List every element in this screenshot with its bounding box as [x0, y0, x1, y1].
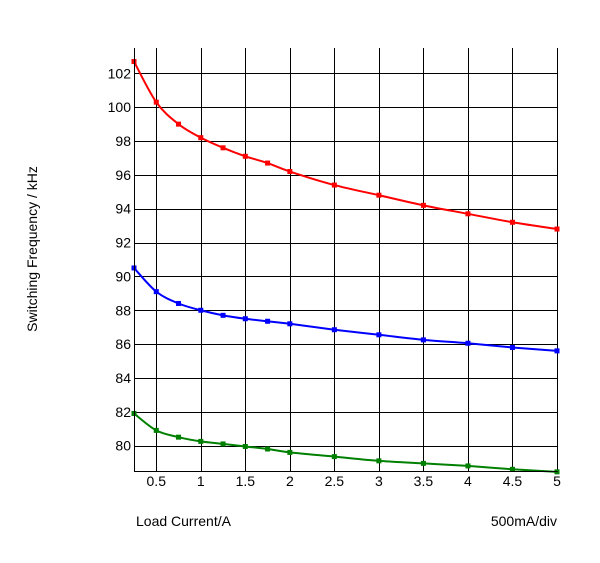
y-tick-label-7: 94: [115, 201, 131, 217]
tick-labels: 0.5 1 1.5 2 2.5 3 3.5 4 4.5 5 80 82 84 86 88 90 92 94 96 98…: [108, 65, 561, 489]
series-1-point-4: [220, 312, 226, 318]
y-tick-label-11: 102: [108, 65, 132, 81]
x-tick-label-1: 1: [197, 473, 205, 489]
x-axis-label: Load Current/A: [136, 513, 232, 529]
series-1-point-9: [376, 332, 382, 338]
x-tick-label-4: 2.5: [325, 473, 345, 489]
series-0-point-1: [153, 99, 159, 105]
y-tick-label-0: 80: [115, 438, 131, 454]
series-1-point-2: [176, 300, 182, 306]
series-1-point-1: [153, 289, 159, 295]
series-1-point-12: [509, 344, 515, 350]
series-2-point-12: [509, 466, 515, 472]
series-2-point-8: [331, 454, 337, 460]
series-2-point-10: [420, 460, 426, 466]
x-tick-label-5: 3: [375, 473, 383, 489]
x-tick-label-2: 1.5: [236, 473, 256, 489]
series-0-point-6: [265, 160, 271, 166]
series-1-point-7: [287, 321, 293, 327]
series-0-point-2: [176, 121, 182, 127]
series-line-0: [133, 61, 558, 231]
grid-layer: [134, 48, 558, 471]
y-tick-label-9: 98: [115, 133, 131, 149]
series-2-point-3: [198, 438, 204, 444]
plot-frame: [134, 48, 558, 472]
x-tick-label-8: 4.5: [503, 473, 523, 489]
x-tick-label-9: 5: [553, 473, 561, 489]
series-0-point-13: [554, 226, 560, 232]
series-2-point-7: [287, 449, 293, 455]
series-1-point-5: [242, 316, 248, 322]
x-tick-label-7: 4: [464, 473, 472, 489]
series-0-point-9: [376, 192, 382, 198]
y-tick-label-3: 86: [115, 336, 131, 352]
y-tick-label-10: 100: [108, 99, 132, 115]
series-0-point-5: [242, 153, 248, 159]
y-tick-label-5: 90: [115, 268, 131, 284]
series-0-point-8: [331, 182, 337, 188]
x-tick-label-3: 2: [286, 473, 294, 489]
series-2-point-2: [176, 434, 182, 440]
series-0-point-7: [287, 169, 293, 175]
series-1-point-13: [554, 348, 560, 354]
series-0-point-11: [465, 211, 471, 217]
series-1-point-8: [331, 327, 337, 333]
y-tick-label-1: 82: [115, 404, 131, 420]
series-line-1: [133, 267, 558, 352]
series-0-point-10: [420, 202, 426, 208]
series-1-point-10: [420, 337, 426, 343]
series-1-point-11: [465, 340, 471, 346]
y-tick-label-4: 88: [115, 302, 131, 318]
series-2-point-6: [265, 446, 271, 452]
y-tick-label-8: 96: [115, 167, 131, 183]
y-axis-label: Switching Frequency / kHz: [24, 166, 40, 332]
x-tick-label-6: 3.5: [414, 473, 434, 489]
scale-note: 500mA/div: [491, 513, 557, 529]
y-tick-label-6: 92: [115, 235, 131, 251]
series-1-point-6: [265, 318, 271, 324]
series-2-point-1: [153, 427, 159, 433]
series-line-2: [133, 412, 558, 473]
series-0-point-12: [509, 219, 515, 225]
series-0-point-4: [220, 145, 226, 151]
series-2-point-5: [242, 443, 248, 449]
series-2-point-11: [465, 463, 471, 469]
y-tick-label-2: 84: [115, 370, 131, 386]
x-tick-label-0: 0.5: [147, 473, 167, 489]
series-2-point-4: [220, 441, 226, 447]
series-0-point-3: [198, 135, 204, 141]
series-1-point-3: [198, 307, 204, 313]
series-2-point-9: [376, 458, 382, 464]
